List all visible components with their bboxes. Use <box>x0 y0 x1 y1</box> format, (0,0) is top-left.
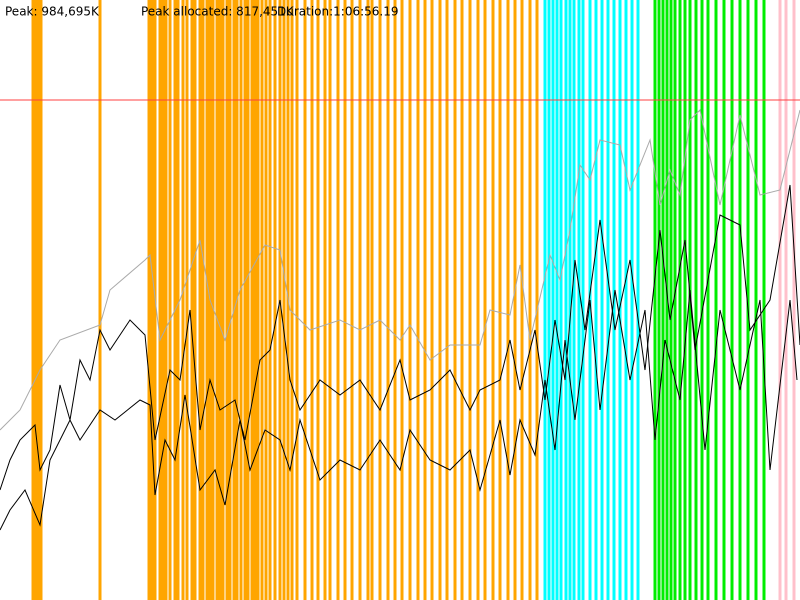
peak-label: Peak: 984,695K <box>5 5 100 19</box>
duration-label: Duration:1:06:56.19 <box>277 5 399 19</box>
series-line <box>0 289 798 531</box>
series-line <box>0 184 800 491</box>
peak-allocated-label: Peak allocated: 817,451K <box>141 5 295 19</box>
lines <box>0 99 800 531</box>
header: Peak: 984,695K Peak allocated: 817,451K … <box>5 5 399 19</box>
series-line <box>0 108 800 431</box>
